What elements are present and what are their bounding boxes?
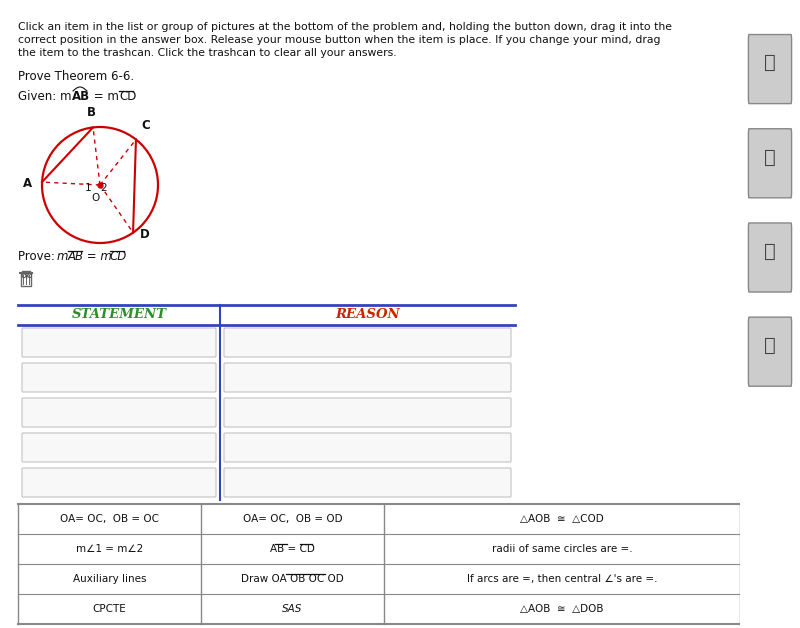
- FancyBboxPatch shape: [749, 129, 792, 198]
- FancyBboxPatch shape: [224, 363, 511, 392]
- FancyBboxPatch shape: [749, 35, 792, 104]
- Text: AB: AB: [68, 250, 84, 263]
- FancyBboxPatch shape: [22, 433, 216, 462]
- Text: m: m: [57, 250, 72, 263]
- FancyBboxPatch shape: [22, 328, 216, 357]
- Text: Prove Theorem 6-6.: Prove Theorem 6-6.: [18, 70, 134, 83]
- Text: REASON: REASON: [335, 308, 400, 322]
- Text: 2: 2: [101, 183, 107, 193]
- Text: Given: m: Given: m: [18, 90, 75, 103]
- Text: D: D: [140, 228, 150, 241]
- Text: CPCTE: CPCTE: [93, 604, 126, 614]
- Text: Auxiliary lines: Auxiliary lines: [73, 574, 146, 584]
- Text: CD: CD: [110, 250, 127, 263]
- FancyBboxPatch shape: [224, 328, 511, 357]
- Text: m∠1 = m∠2: m∠1 = m∠2: [76, 544, 143, 554]
- Text: 🎤: 🎤: [764, 336, 776, 355]
- Text: OA= OC,  OB = OD: OA= OC, OB = OD: [242, 514, 342, 524]
- Text: A: A: [23, 176, 32, 190]
- Text: Prove:: Prove:: [18, 250, 58, 263]
- Text: CD: CD: [119, 90, 136, 103]
- FancyBboxPatch shape: [22, 468, 216, 497]
- Text: 🌐: 🌐: [764, 148, 776, 166]
- Bar: [21, 273, 31, 286]
- FancyBboxPatch shape: [22, 398, 216, 427]
- FancyBboxPatch shape: [224, 398, 511, 427]
- Text: B: B: [86, 106, 95, 119]
- Text: OA= OC,  OB = OC: OA= OC, OB = OC: [60, 514, 159, 524]
- FancyBboxPatch shape: [749, 223, 792, 292]
- Text: Draw OA OB OC OD: Draw OA OB OC OD: [241, 574, 344, 584]
- Text: = m: = m: [90, 90, 126, 103]
- Text: 🖼: 🖼: [764, 242, 776, 261]
- Text: AB = CD: AB = CD: [270, 544, 315, 554]
- Text: the item to the trashcan. Click the trashcan to clear all your answers.: the item to the trashcan. Click the tras…: [18, 48, 397, 58]
- Text: Click an item in the list or group of pictures at the bottom of the problem and,: Click an item in the list or group of pi…: [18, 22, 672, 32]
- Text: SAS: SAS: [282, 604, 302, 614]
- Text: AB: AB: [72, 90, 90, 103]
- Text: correct position in the answer box. Release your mouse button when the item is p: correct position in the answer box. Rele…: [18, 35, 661, 45]
- FancyBboxPatch shape: [224, 433, 511, 462]
- FancyBboxPatch shape: [224, 468, 511, 497]
- Text: ⚮: ⚮: [20, 270, 32, 284]
- Text: 🖨: 🖨: [764, 53, 776, 72]
- Text: C: C: [141, 119, 150, 133]
- Text: △AOB  ≅  △DOB: △AOB ≅ △DOB: [520, 604, 604, 614]
- FancyBboxPatch shape: [22, 363, 216, 392]
- FancyBboxPatch shape: [749, 317, 792, 386]
- Text: O: O: [91, 193, 99, 203]
- Text: radii of same circles are =.: radii of same circles are =.: [492, 544, 632, 554]
- Text: △AOB  ≅  △COD: △AOB ≅ △COD: [520, 514, 604, 524]
- Text: = m: = m: [83, 250, 112, 263]
- Text: If arcs are =, then central ∠'s are =.: If arcs are =, then central ∠'s are =.: [466, 574, 658, 584]
- Text: 1: 1: [85, 183, 91, 193]
- Text: STATEMENT: STATEMENT: [71, 308, 166, 322]
